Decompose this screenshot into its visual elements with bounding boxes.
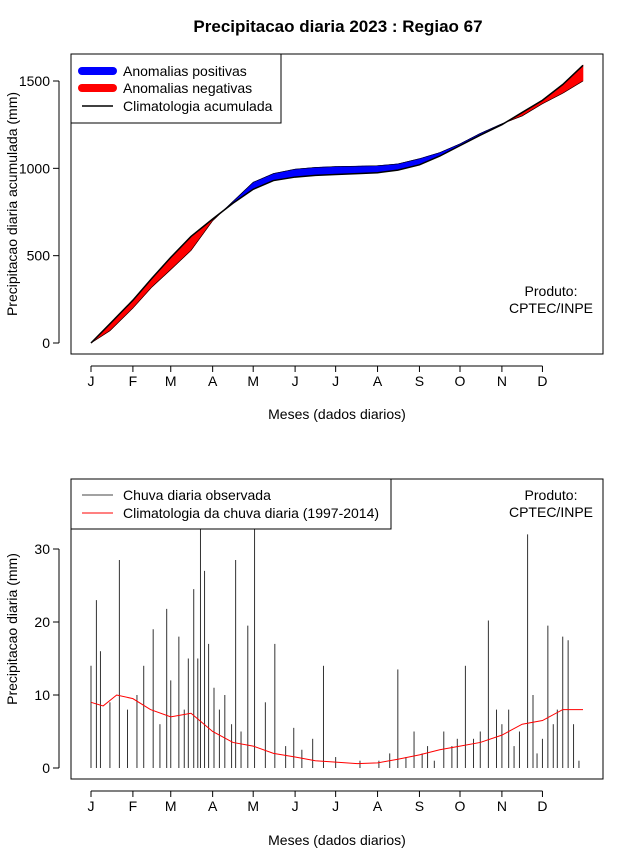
x-tick-label: M — [247, 798, 259, 814]
daily-y-label: Precipitacao diaria (mm) — [4, 553, 20, 705]
cumulative-chart: J F M A M J J A S O N D 0 500 1000 1500 Meses (dados di… — [4, 53, 604, 422]
climatology-cumulative-line — [90, 64, 584, 344]
daily-bars — [90, 527, 580, 768]
daily-chart: J F M A M J J A S O N D 0 10 20 30 Meses (dados diarios… — [4, 478, 604, 848]
y-tick-label: 20 — [34, 614, 50, 630]
x-tick-label: J — [88, 373, 95, 389]
x-tick-label: S — [415, 798, 424, 814]
y-tick-label: 30 — [34, 541, 50, 557]
legend-box — [70, 478, 392, 530]
x-tick-label: M — [165, 798, 177, 814]
x-tick-label: J — [332, 798, 339, 814]
x-tick-label: A — [208, 798, 218, 814]
negative-anomaly-segment — [581, 64, 584, 83]
daily-x-label: Meses (dados diarios) — [268, 832, 406, 848]
y-tick-label: 0 — [42, 760, 50, 776]
x-tick-label: J — [332, 373, 339, 389]
legend-label-climatology: Climatologia da chuva diaria (1997-2014) — [123, 505, 379, 521]
y-tick-label: 1500 — [19, 73, 50, 89]
x-tick-label: J — [292, 373, 299, 389]
cumulative-x-label: Meses (dados diarios) — [268, 406, 406, 422]
x-tick-label: J — [88, 798, 95, 814]
x-tick-label: A — [373, 798, 383, 814]
x-tick-label: N — [497, 373, 507, 389]
x-tick-label: D — [537, 798, 547, 814]
legend-label-climatology: Climatologia acumulada — [123, 98, 273, 114]
x-tick-label: A — [373, 373, 383, 389]
cumulative-legend: Anomalias positivas Anomalias negativas … — [70, 53, 282, 124]
legend-label-negative: Anomalias negativas — [123, 80, 252, 96]
x-tick-label: J — [292, 798, 299, 814]
product-note-line1: Produto: — [525, 283, 578, 299]
cumulative-plot-frame — [70, 53, 604, 355]
x-tick-label: O — [455, 798, 466, 814]
x-tick-label: D — [537, 373, 547, 389]
product-note-line2: CPTEC/INPE — [509, 504, 593, 520]
daily-axes: J F M A M J J A S O N D 0 10 20 30 — [34, 541, 547, 814]
daily-climatology-line — [90, 694, 583, 765]
x-tick-label: S — [415, 373, 424, 389]
cumulative-y-label: Precipitacao diaria acumulada (mm) — [4, 92, 20, 316]
y-tick-label: 500 — [27, 248, 51, 264]
y-tick-label: 0 — [42, 335, 50, 351]
daily-legend: Chuva diaria observada Climatologia da c… — [70, 478, 392, 530]
x-tick-label: M — [247, 373, 259, 389]
cumulative-lines — [90, 64, 584, 344]
figure-title: Precipitacao diaria 2023 : Regiao 67 — [193, 17, 482, 36]
x-tick-label: A — [208, 373, 218, 389]
x-tick-label: F — [129, 798, 138, 814]
y-tick-label: 10 — [34, 687, 50, 703]
x-tick-label: N — [497, 798, 507, 814]
legend-label-observed: Chuva diaria observada — [123, 487, 271, 503]
legend-label-positive: Anomalias positivas — [123, 63, 247, 79]
product-note-line2: CPTEC/INPE — [509, 300, 593, 316]
x-tick-label: F — [129, 373, 138, 389]
cumulative-axes: J F M A M J J A S O N D 0 500 1000 1500 — [19, 73, 548, 389]
y-tick-label: 1000 — [19, 160, 50, 176]
daily-climatology-line — [90, 694, 583, 765]
x-tick-label: M — [165, 373, 177, 389]
product-note-line1: Produto: — [525, 487, 578, 503]
x-tick-label: O — [455, 373, 466, 389]
